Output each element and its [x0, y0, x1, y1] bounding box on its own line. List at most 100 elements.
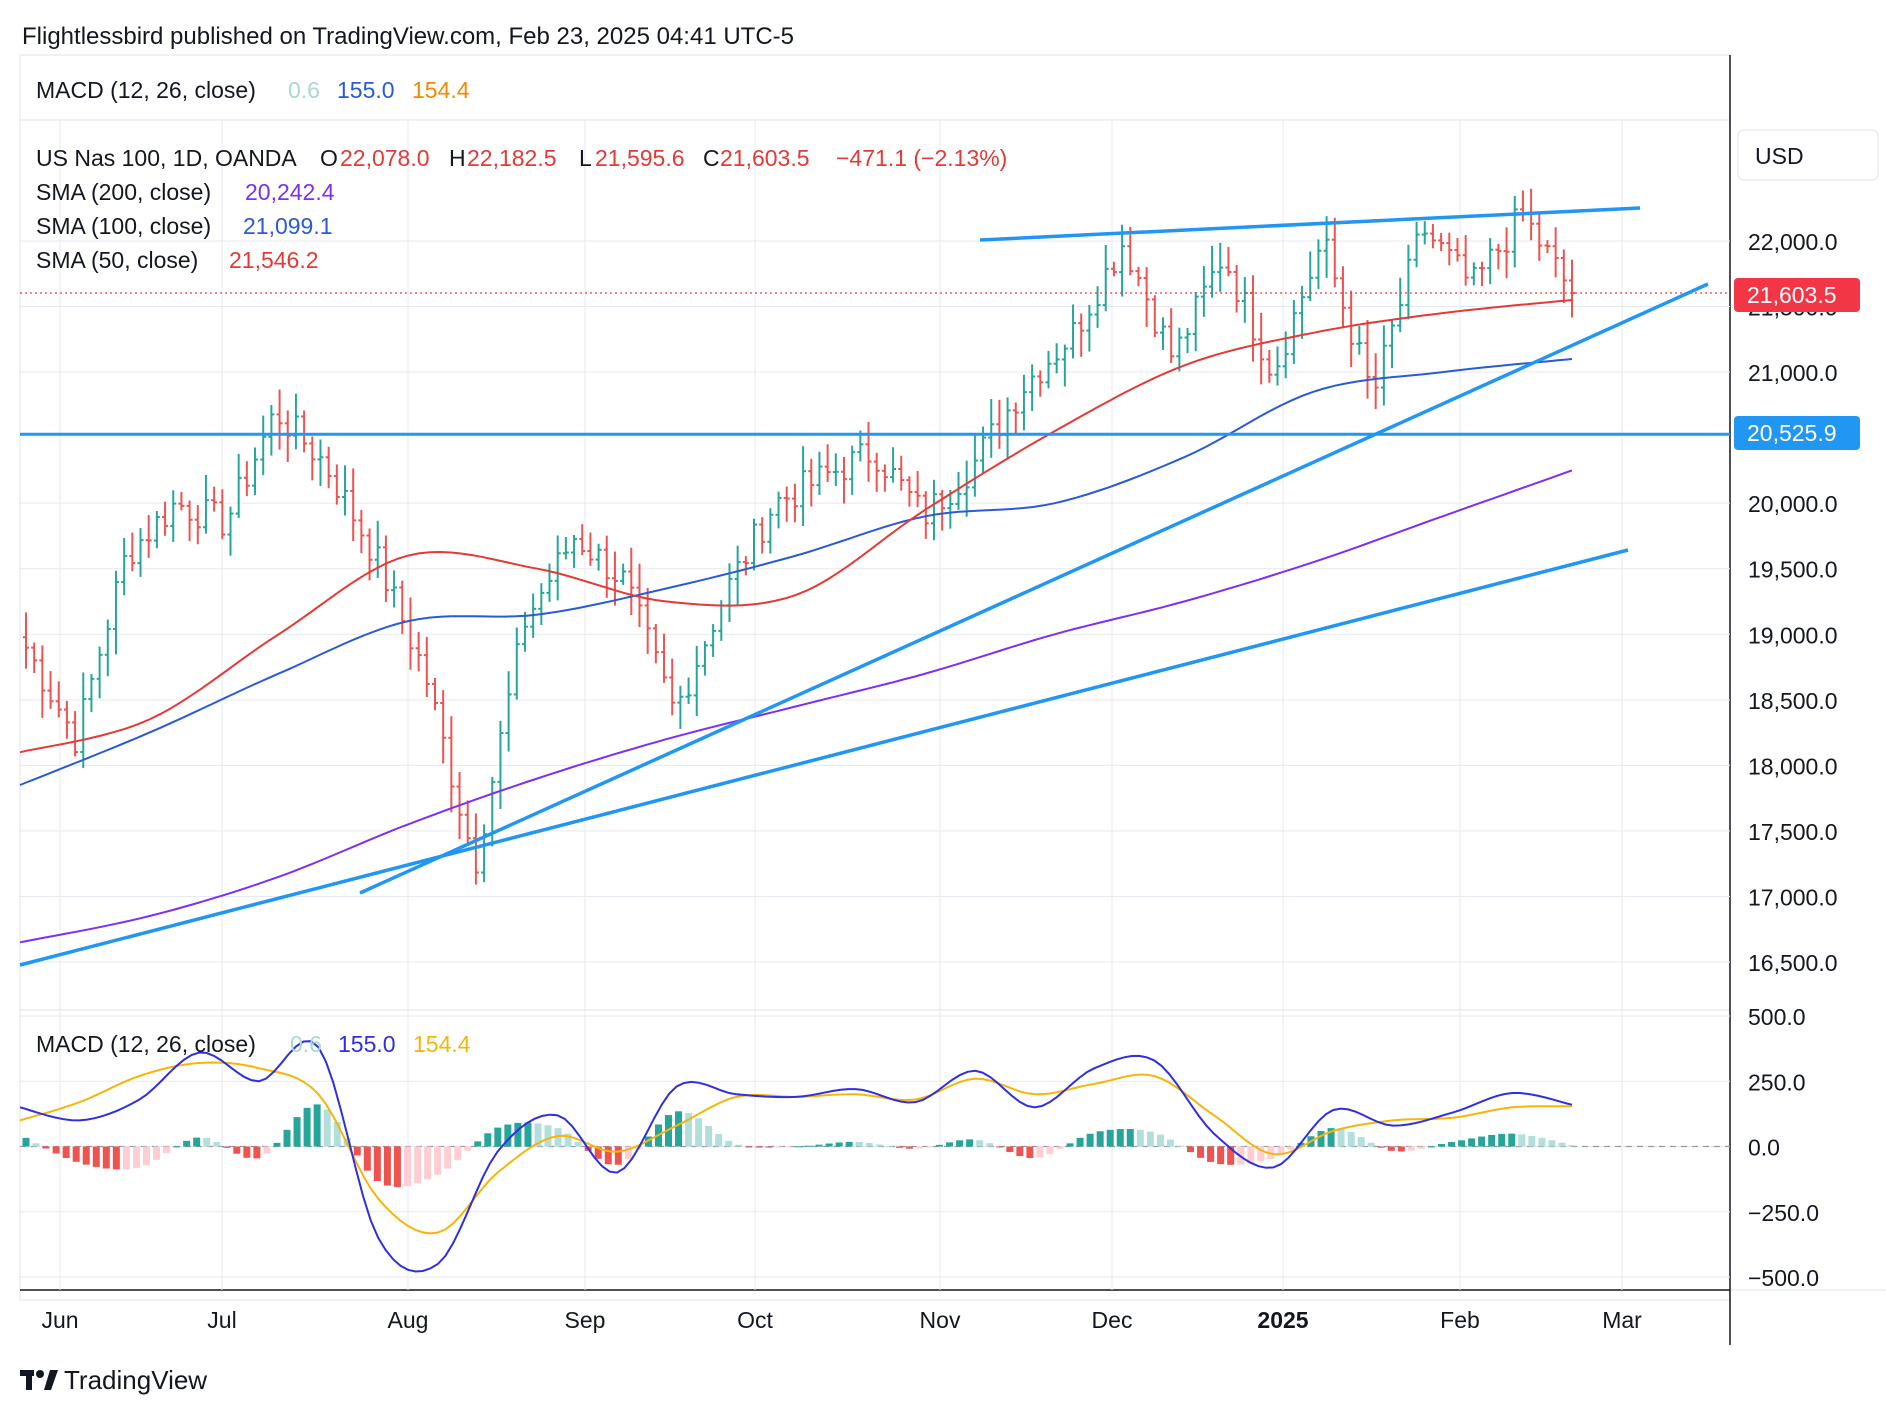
- macd-histogram-bar: [403, 1146, 411, 1187]
- sma100-name: SMA (100, close): [36, 213, 211, 239]
- time-tick-label: Jun: [41, 1307, 78, 1333]
- macd-histogram-bar: [62, 1146, 70, 1159]
- macd-histogram-bar: [1086, 1133, 1094, 1147]
- macd-histogram-bar: [1187, 1146, 1195, 1153]
- time-axis: Jun Jul Aug Sep Oct Nov Dec 2025 Feb Mar: [41, 1307, 1642, 1333]
- last-price-badge: 21,603.5: [1734, 278, 1860, 312]
- macd-histogram-bar: [1277, 1146, 1285, 1156]
- macd-histogram-bar: [755, 1146, 763, 1148]
- macd-histogram-bar: [1558, 1142, 1566, 1147]
- macd-tick-label: −250.0: [1748, 1200, 1819, 1226]
- macd-histogram-bar: [765, 1146, 773, 1148]
- open-value: 22,078.0: [340, 145, 430, 171]
- top-macd-legend: MACD (12, 26, close) 0.6 155.0 154.4: [36, 77, 470, 103]
- macd-histogram-bar: [875, 1144, 883, 1147]
- macd-histogram-bar: [102, 1146, 110, 1169]
- price-tick-label: 17,000.0: [1748, 884, 1838, 910]
- macd-histogram-bar: [745, 1146, 753, 1148]
- time-tick-label: Jul: [207, 1307, 236, 1333]
- macd-histogram-bar: [353, 1146, 361, 1156]
- steep-trendline: [359, 282, 1709, 895]
- macd-histogram-bar: [163, 1146, 171, 1154]
- macd-histogram-bar: [1357, 1137, 1365, 1147]
- macd-histogram-bar: [142, 1146, 150, 1166]
- macd-histogram-bar: [795, 1146, 803, 1148]
- price-tick-label: 21,000.0: [1748, 360, 1838, 386]
- macd-histogram-bar: [223, 1146, 231, 1148]
- macd-histogram-bar: [936, 1144, 944, 1147]
- macd-histogram-bar: [544, 1125, 552, 1147]
- macd-histogram-bar: [1036, 1146, 1044, 1158]
- macd-histogram-bar: [173, 1146, 181, 1148]
- price-tick-label: 17,500.0: [1748, 819, 1838, 845]
- macd-histogram-bar: [1096, 1131, 1104, 1147]
- macd-histogram-bar: [1548, 1140, 1556, 1147]
- tradingview-logo: TradingView: [20, 1365, 207, 1395]
- macd-histogram-bar: [1498, 1133, 1506, 1147]
- macd-histogram-bar: [705, 1125, 713, 1147]
- price-tick-label: 18,000.0: [1748, 753, 1838, 779]
- macd-histogram-bar: [1568, 1145, 1576, 1147]
- macd-tick-label: 500.0: [1748, 1004, 1806, 1030]
- macd-histogram-bar: [1076, 1137, 1084, 1147]
- macd-histogram-bar: [614, 1146, 622, 1165]
- macd-histogram-bar: [82, 1146, 90, 1165]
- macd-histogram-bar: [424, 1146, 432, 1180]
- macd-histogram-bar: [966, 1139, 974, 1147]
- macd-line-value: 155.0: [338, 1031, 396, 1057]
- macd-legend: MACD (12, 26, close) 0.6 155.0 154.4: [36, 1031, 471, 1057]
- macd-histogram-bar: [1207, 1146, 1215, 1162]
- macd-histogram-bar: [1217, 1146, 1225, 1165]
- macd-histogram-bar: [1257, 1146, 1265, 1162]
- macd-histogram-bar: [373, 1146, 381, 1182]
- symbol-name: US Nas 100, 1D, OANDA: [36, 145, 297, 171]
- macd-histogram-bar: [1106, 1129, 1114, 1147]
- macd-histogram: [22, 1104, 1576, 1187]
- macd-histogram-bar: [1367, 1142, 1375, 1147]
- macd-histogram-bar: [303, 1107, 311, 1147]
- macd-lines: [19, 1040, 1573, 1273]
- time-tick-label: Dec: [1092, 1307, 1133, 1333]
- macd-histogram-bar: [72, 1146, 80, 1162]
- macd-histogram-bar: [1488, 1134, 1496, 1147]
- macd-histogram-bar: [1528, 1135, 1536, 1147]
- macd-histogram-bar: [1146, 1131, 1154, 1147]
- macd-histogram-bar: [1468, 1138, 1476, 1147]
- macd-histogram-bar: [976, 1140, 984, 1147]
- macd-histogram-bar: [1407, 1146, 1415, 1151]
- macd-histogram-bar: [1538, 1137, 1546, 1147]
- macd-histogram-bar: [514, 1122, 522, 1147]
- macd-histogram-bar: [22, 1137, 30, 1147]
- macd-histogram-bar: [243, 1146, 251, 1158]
- macd-histogram-bar: [725, 1140, 733, 1147]
- macd-histogram-bar: [815, 1144, 823, 1147]
- macd-line: [19, 1040, 1573, 1273]
- currency-box[interactable]: USD: [1737, 129, 1879, 181]
- macd-histogram-bar: [895, 1146, 903, 1148]
- macd-histogram-bar: [1508, 1133, 1516, 1147]
- open-label: O: [320, 145, 338, 171]
- macd-histogram-bar: [775, 1146, 783, 1148]
- tradingview-brand: TradingView: [64, 1365, 207, 1395]
- macd-histogram-bar: [1397, 1146, 1405, 1152]
- macd-histogram-bar: [444, 1146, 452, 1169]
- macd-axis: 500.0 250.0 0.0 −250.0 −500.0: [1748, 1004, 1819, 1291]
- tradingview-logo-icon: [20, 1370, 58, 1390]
- macd-histogram-bar: [946, 1142, 954, 1147]
- price-tick-label: 19,000.0: [1748, 622, 1838, 648]
- macd-histogram-bar: [52, 1146, 60, 1154]
- macd-histogram-bar: [885, 1146, 893, 1148]
- macd-histogram-bar: [273, 1142, 281, 1147]
- trendlines: [19, 206, 1730, 967]
- macd-histogram-bar: [594, 1146, 602, 1159]
- last-price-text: 21,603.5: [1747, 282, 1837, 308]
- macd-histogram-bar: [122, 1146, 130, 1170]
- macd-histogram-bar: [484, 1133, 492, 1147]
- macd-histogram-bar: [283, 1129, 291, 1147]
- gridlines: [20, 120, 1730, 1290]
- macd-histogram-bar: [604, 1146, 612, 1165]
- macd-histogram-bar: [1046, 1146, 1054, 1155]
- macd-histogram-bar: [333, 1121, 341, 1147]
- macd-histogram-bar: [1006, 1146, 1014, 1153]
- macd-tick-label: 0.0: [1748, 1135, 1780, 1161]
